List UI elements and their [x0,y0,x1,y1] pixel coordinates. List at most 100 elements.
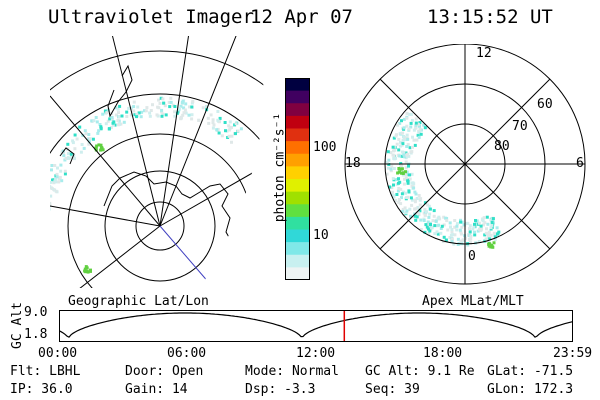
aurora-pixel [401,142,405,146]
aurora-pixel [428,229,432,233]
aurora-pixel [436,232,440,236]
aurora-pixel [405,209,409,213]
aurora-pixel [426,203,430,207]
aurora-pixel [397,148,401,152]
aurora-pixel [415,197,419,200]
aurora-pixel [405,133,409,137]
aurora-pixel [415,138,419,142]
colorbar-segment [285,229,310,243]
aurora-pixel [479,224,483,228]
aurora-pixel [158,101,162,105]
aurora-pixel [83,129,87,133]
aurora-pixel [234,122,238,126]
aurora-pixel [408,207,412,211]
aurora-pixel [95,120,99,124]
aurora-pixel [400,154,404,158]
aurora-hotspot-pixel [99,143,103,147]
aurora-pixel [414,214,417,218]
aurora-pixel [66,156,70,160]
aurora-pixel [423,230,427,234]
aurora-pixel [87,142,91,146]
aurora-pixel [399,144,402,148]
aurora-pixel [143,109,146,113]
aurora-pixel [432,209,436,213]
colorbar-segment [285,216,310,231]
aurora-pixel [424,223,428,227]
aurora-pixel [419,132,423,136]
mlt-label-6: 6 [576,156,584,171]
left-map-caption: Geographic Lat/Lon [68,294,209,309]
aurora-pixel [404,173,408,177]
aurora-pixel [415,215,419,219]
aurora-pixel [408,112,412,116]
aurora-pixel [161,97,165,101]
aurora-pixel [427,232,431,236]
aurora-pixel [442,223,446,227]
aurora-pixel [448,236,452,239]
aurora-pixel [432,214,436,218]
aurora-pixel [160,114,164,118]
aurora-pixel [402,182,406,186]
aurora-pixel [390,164,394,168]
aurora-pixel [63,158,67,162]
aurora-pixel [113,123,117,127]
aurora-pixel [161,112,165,116]
aurora-pixel [227,128,231,132]
aurora-pixel [413,143,417,147]
aurora-pixel [160,108,164,112]
aurora-hotspot-pixel [86,270,90,274]
aurora-hotspot-pixel [492,241,496,245]
aurora-pixel [414,117,418,121]
aurora-pixel [422,219,426,222]
aurora-pixel [409,121,413,125]
aurora-pixel [450,240,454,244]
aurora-pixel [387,158,391,162]
aurora-pixel [176,110,180,114]
aurora-pixel [132,100,136,104]
aurora-pixel [459,232,463,236]
aurora-pixel [179,104,183,108]
aurora-pixel [71,139,75,143]
aurora-pixel [474,219,477,222]
aurora-pixel [416,211,420,215]
aurora-hotspot-pixel [397,170,401,174]
aurora-pixel [167,100,171,104]
right-map-caption: Apex MLat/MLT [422,294,524,309]
aurora-pixel [484,237,488,241]
aurora-pixel [428,212,432,216]
aurora-pixel [173,105,177,108]
aurora-pixel [385,172,389,176]
aurora-pixel [418,124,421,128]
aurora-pixel [140,110,144,114]
aurora-pixel [107,127,111,131]
aurora-pixel [427,204,431,208]
aurora-pixel [397,198,401,201]
aurora-pixel [50,185,52,189]
aurora-pixel [438,217,442,221]
aurora-pixel [473,233,477,237]
aurora-hotspot-pixel [97,143,101,147]
aurora-pixel [397,200,401,204]
aurora-pixel [164,113,168,117]
aurora-pixel [50,168,53,172]
polar-grid [344,44,586,285]
aurora-pixel [385,161,389,165]
aurora-pixel [211,121,215,125]
aurora-pixel [441,240,445,244]
aurora-pixel [391,145,395,149]
aurora-pixel [414,192,418,196]
aurora-pixel [135,112,139,116]
aurora-pixel [54,177,58,181]
aurora-pixel [400,196,403,200]
aurora-pixel [53,164,57,167]
aurora-pixel [459,230,463,234]
aurora-pixel [439,227,443,230]
aurora-pixel [428,207,432,211]
aurora-pixel [489,218,493,222]
aurora-pixel [98,123,102,126]
aurora-pixel [91,137,95,141]
aurora-pixel [399,202,403,206]
aurora-pixel [485,227,488,231]
aurora-pixel [55,175,59,179]
